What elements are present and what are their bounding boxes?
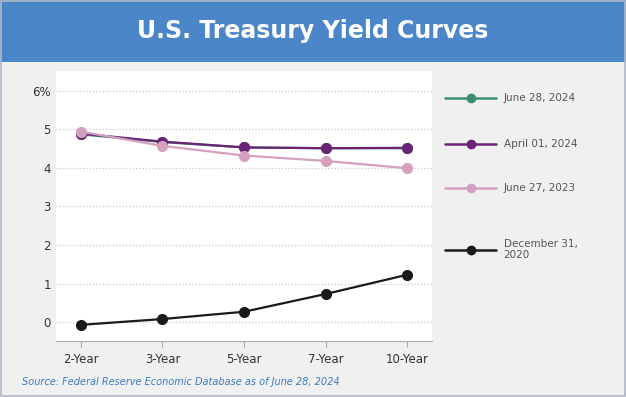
Text: June 27, 2023: June 27, 2023 [503, 183, 576, 193]
Text: December 31,
2020: December 31, 2020 [503, 239, 577, 260]
Text: Source: Federal Reserve Economic Database as of June 28, 2024: Source: Federal Reserve Economic Databas… [22, 377, 339, 387]
Text: April 01, 2024: April 01, 2024 [503, 139, 577, 149]
Text: U.S. Treasury Yield Curves: U.S. Treasury Yield Curves [137, 19, 489, 43]
Text: June 28, 2024: June 28, 2024 [503, 93, 576, 104]
